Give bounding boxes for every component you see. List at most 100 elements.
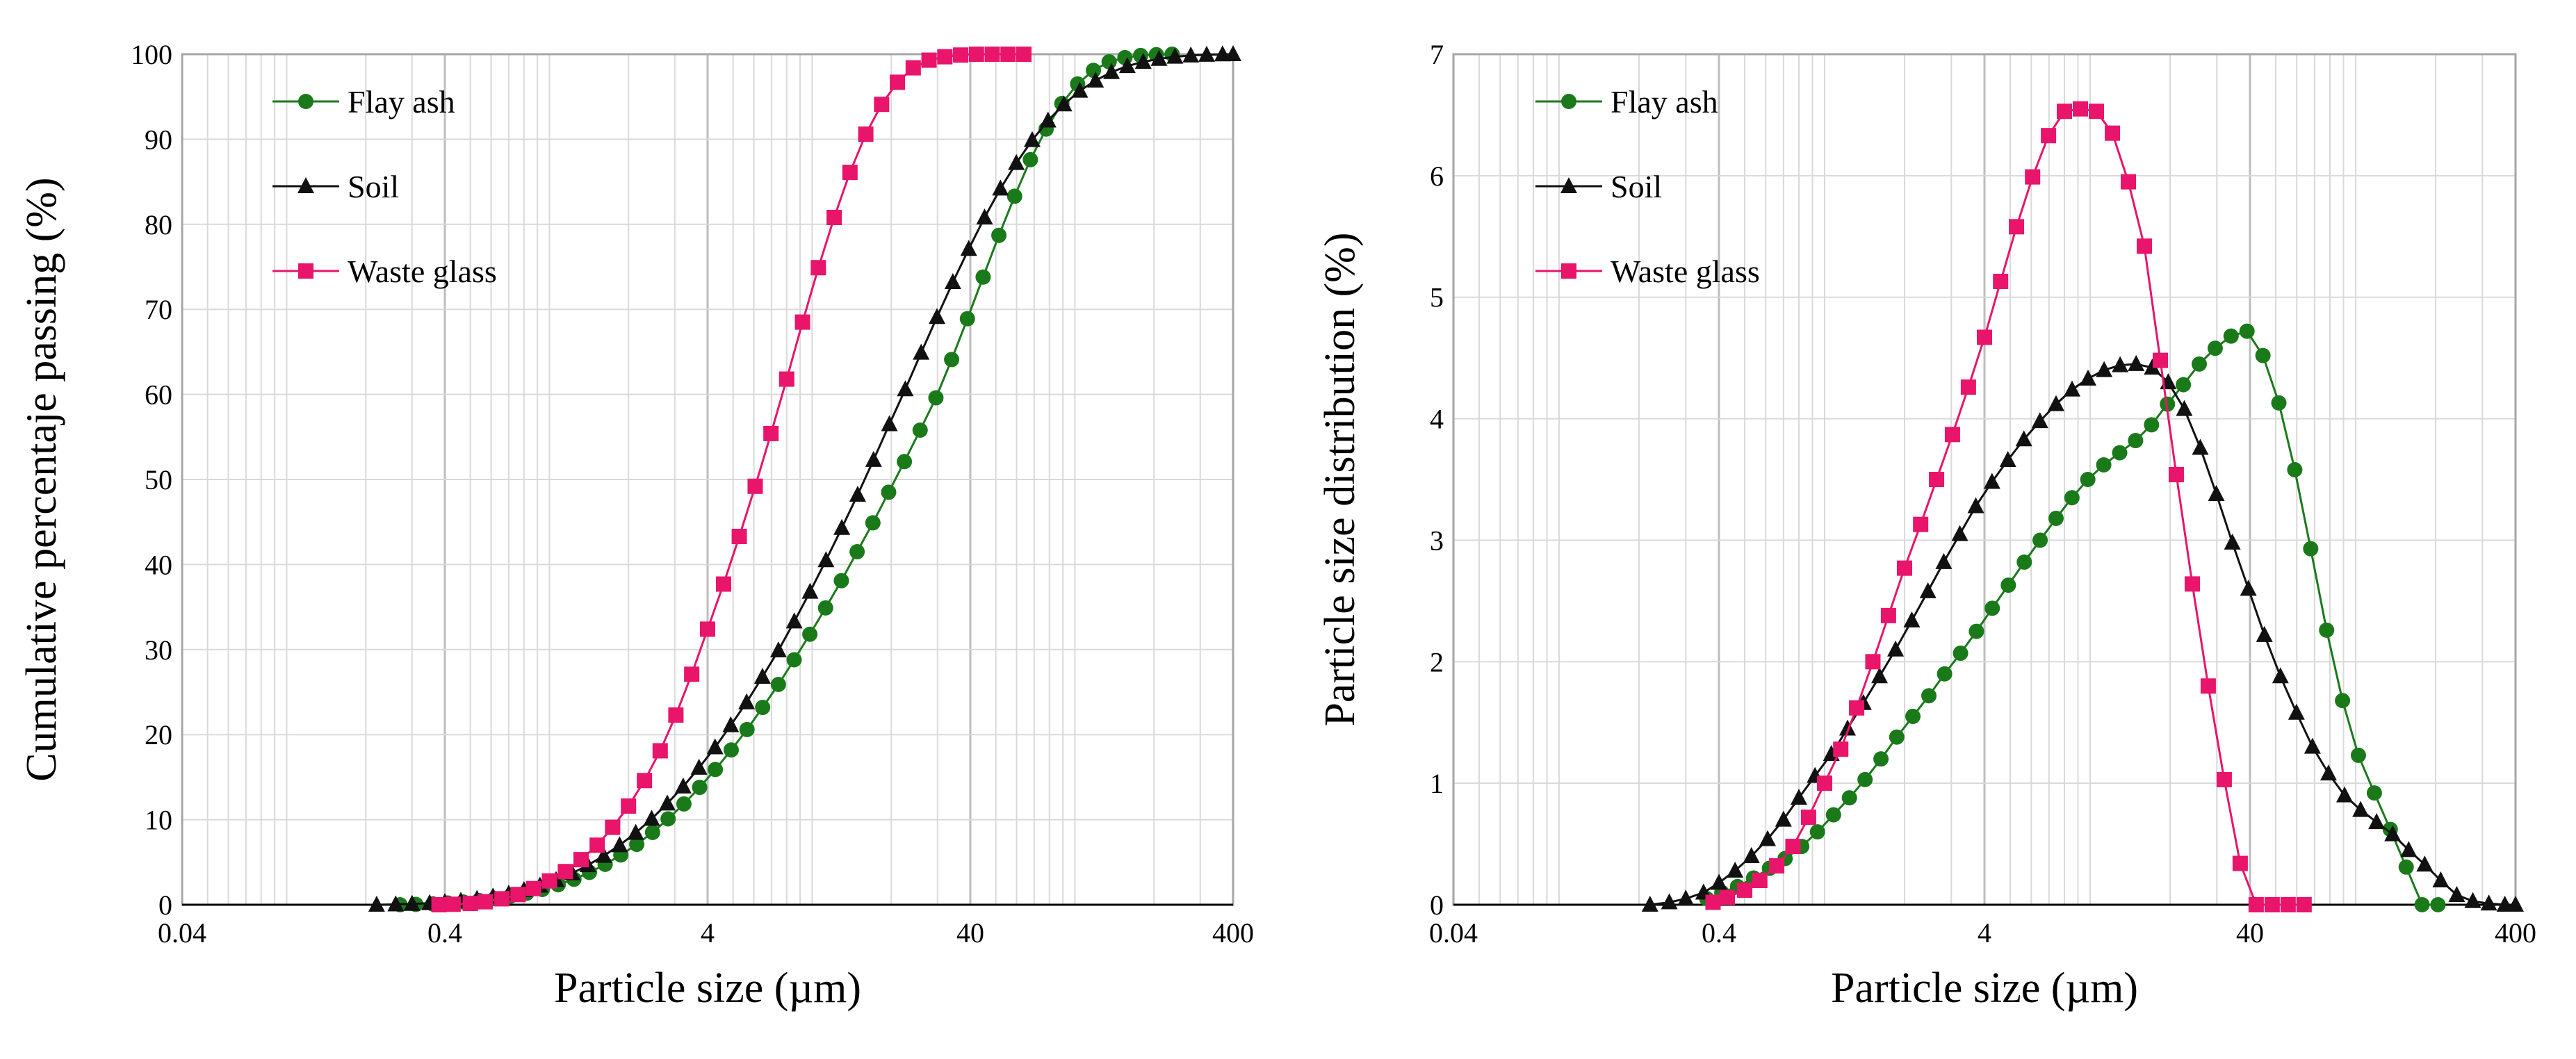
data-point — [881, 484, 897, 500]
data-point — [1967, 497, 1984, 514]
data-point — [1993, 273, 2009, 289]
data-point — [722, 716, 740, 732]
x-tick-label: 400 — [2495, 917, 2536, 949]
y-tick-label: 1 — [1430, 768, 1444, 799]
data-point — [2192, 438, 2209, 455]
y-tick-label: 80 — [145, 209, 172, 240]
data-point — [2400, 841, 2418, 857]
data-point — [2136, 238, 2152, 254]
y-tick-label: 2 — [1430, 646, 1444, 678]
data-point — [715, 576, 731, 592]
data-point — [785, 612, 803, 629]
y-axis-title: Particle size distribution (%) — [1316, 232, 1364, 726]
y-tick-label: 70 — [145, 294, 172, 325]
legend-label: Soil — [348, 169, 399, 204]
legend-label: Flay ash — [1611, 84, 1718, 120]
data-point — [627, 823, 644, 840]
data-point — [652, 743, 668, 759]
series-soil — [1641, 354, 2524, 912]
data-point — [1897, 560, 1913, 576]
data-point — [2272, 667, 2289, 684]
data-point — [881, 415, 898, 432]
y-tick-label: 20 — [145, 719, 172, 750]
y-tick-label: 4 — [1430, 404, 1444, 435]
data-point — [753, 667, 771, 684]
data-point — [2016, 554, 2032, 570]
data-point — [2009, 219, 2025, 235]
data-point — [2430, 897, 2446, 912]
data-point — [2048, 510, 2064, 526]
data-point — [1951, 525, 1968, 541]
data-point — [1769, 858, 1785, 874]
data-point — [826, 210, 842, 226]
data-point — [2105, 125, 2121, 141]
legend-label: Flay ash — [348, 84, 455, 120]
data-point — [2080, 472, 2096, 487]
data-point — [2152, 352, 2168, 368]
data-point — [731, 529, 747, 545]
legend-marker — [297, 177, 314, 193]
data-point — [1118, 57, 1136, 74]
data-point — [1711, 873, 1727, 890]
data-point — [2200, 678, 2216, 694]
data-point — [953, 47, 969, 63]
data-point — [2128, 354, 2145, 371]
data-point — [368, 896, 385, 912]
data-point — [921, 52, 937, 68]
data-point — [1857, 771, 1873, 787]
data-point — [692, 780, 708, 796]
legend-marker — [1560, 177, 1577, 193]
chart-size-distribution: 0.04 0.4 4 40 400 0 1 2 3 4 5 6 7 Particle size (µm) P… — [1288, 0, 2576, 1059]
data-point — [2176, 377, 2192, 393]
data-point — [478, 894, 494, 910]
y-tick-label: 90 — [145, 124, 172, 155]
data-point — [1935, 552, 1953, 569]
data-point — [2239, 323, 2255, 339]
series-waste-glass — [431, 47, 1032, 912]
data-point — [2335, 693, 2351, 709]
data-point — [1150, 49, 1168, 66]
data-point — [1071, 81, 1089, 98]
legend-label: Soil — [1611, 169, 1662, 204]
data-point — [1839, 719, 1857, 736]
data-point — [541, 873, 557, 889]
y-tick-label: 3 — [1430, 525, 1444, 556]
data-point — [1790, 789, 1807, 805]
data-point — [2224, 533, 2241, 550]
data-point — [755, 700, 771, 716]
data-point — [2384, 825, 2402, 842]
legend-marker — [298, 94, 313, 109]
data-point — [1871, 667, 1889, 684]
data-point — [2248, 897, 2264, 912]
data-point — [1841, 790, 1857, 806]
data-point — [890, 74, 906, 90]
data-point — [1225, 45, 1241, 61]
data-point — [944, 352, 960, 368]
data-point — [2096, 457, 2112, 473]
data-point — [1921, 688, 1937, 704]
data-point — [2000, 577, 2016, 593]
data-point — [2144, 359, 2161, 375]
data-point — [778, 371, 794, 387]
data-point — [1759, 830, 1777, 846]
data-point — [913, 343, 930, 360]
data-point — [2264, 897, 2280, 912]
data-point — [929, 308, 946, 325]
data-point — [629, 837, 645, 853]
y-tick-label: 0 — [158, 889, 172, 921]
data-point — [621, 798, 637, 814]
legend-item: Soil — [1535, 169, 1662, 204]
legend: Flay ash Soil Waste glass — [1535, 84, 1760, 289]
data-point — [2191, 356, 2207, 372]
data-point — [1849, 700, 1865, 716]
chart-right-svg: 0.04 0.4 4 40 400 0 1 2 3 4 5 6 7 Particle size (µm) P… — [1316, 39, 2536, 1012]
y-tick-label: 100 — [131, 39, 172, 70]
data-point — [1887, 640, 1905, 657]
series-soil — [368, 45, 1241, 912]
data-point — [897, 454, 913, 470]
x-tick-label: 40 — [2236, 917, 2264, 949]
x-tick-label: 40 — [956, 917, 984, 949]
data-point — [2047, 395, 2064, 411]
data-point — [1641, 896, 1658, 912]
data-point — [674, 777, 692, 794]
